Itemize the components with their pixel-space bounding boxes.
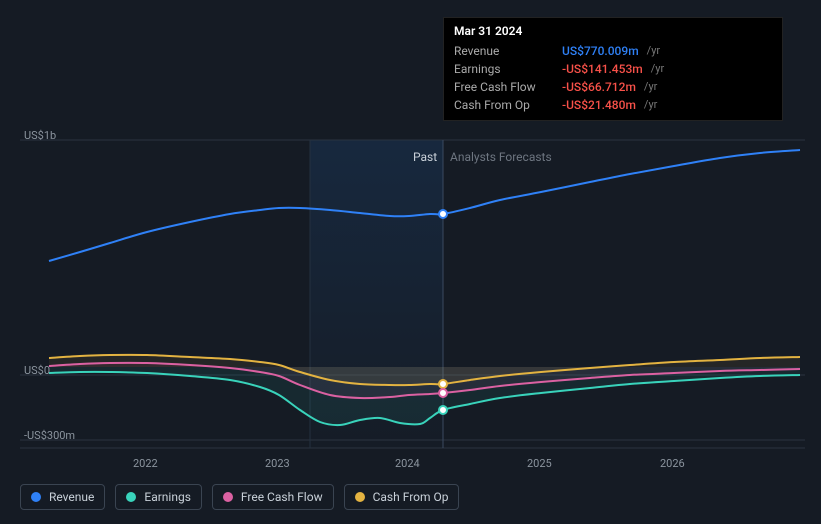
tooltip-row: Earnings -US$141.453m/yr (454, 60, 772, 78)
tooltip-row-value: -US$141.453m (562, 60, 643, 78)
tooltip-row-unit: /yr (644, 78, 657, 96)
x-tick-label: 2026 (660, 457, 685, 470)
tooltip-row-unit: /yr (644, 96, 657, 114)
tooltip-row-label: Cash From Op (454, 96, 554, 114)
past-label: Past (413, 150, 437, 164)
legend: Revenue Earnings Free Cash Flow Cash From O… (20, 484, 459, 510)
hover-tooltip: Mar 31 2024 RevenueUS$770.009m/yrEarning… (443, 17, 783, 121)
forecasts-label: Analysts Forecasts (450, 150, 552, 164)
y-tick-label: US$1b (24, 129, 56, 142)
tooltip-row-value: US$770.009m (562, 42, 639, 60)
legend-item-label: Cash From Op (373, 490, 449, 504)
tooltip-row-unit: /yr (647, 42, 660, 60)
legend-item-label: Free Cash Flow (241, 490, 323, 504)
legend-item-label: Earnings (144, 490, 191, 504)
tooltip-row: Revenue US$770.009m/yr (454, 42, 772, 60)
tooltip-row-value: -US$66.712m (562, 78, 636, 96)
tooltip-row-label: Revenue (454, 42, 554, 60)
y-tick-label: -US$300m (24, 429, 75, 442)
legend-item-cash_from_op[interactable]: Cash From Op (344, 484, 460, 510)
tooltip-row-value: -US$21.480m (562, 96, 636, 114)
x-tick-label: 2024 (395, 457, 420, 470)
legend-swatch-icon (31, 492, 41, 502)
legend-item-revenue[interactable]: Revenue (20, 484, 105, 510)
legend-item-earnings[interactable]: Earnings (115, 484, 202, 510)
legend-item-label: Revenue (49, 490, 94, 504)
x-tick-label: 2022 (133, 457, 158, 470)
tooltip-row: Cash From Op -US$21.480m/yr (454, 96, 772, 114)
tooltip-row-unit: /yr (651, 60, 664, 78)
legend-swatch-icon (126, 492, 136, 502)
y-tick-label: US$0 (24, 364, 50, 377)
marker-cash_from_op (439, 380, 447, 388)
x-tick-label: 2025 (527, 457, 552, 470)
tooltip-row-label: Earnings (454, 60, 554, 78)
financials-chart: US$1b US$0 -US$300m 2022 2023 2024 2025 2026 P… (0, 0, 821, 524)
tooltip-row: Free Cash Flow -US$66.712m/yr (454, 78, 772, 96)
legend-swatch-icon (355, 492, 365, 502)
tooltip-row-label: Free Cash Flow (454, 78, 554, 96)
legend-item-free_cash_flow[interactable]: Free Cash Flow (212, 484, 334, 510)
marker-revenue (439, 210, 447, 218)
x-tick-label: 2023 (265, 457, 290, 470)
marker-earnings (439, 406, 447, 414)
legend-swatch-icon (223, 492, 233, 502)
marker-free_cash_flow (439, 389, 447, 397)
tooltip-title: Mar 31 2024 (454, 24, 772, 38)
